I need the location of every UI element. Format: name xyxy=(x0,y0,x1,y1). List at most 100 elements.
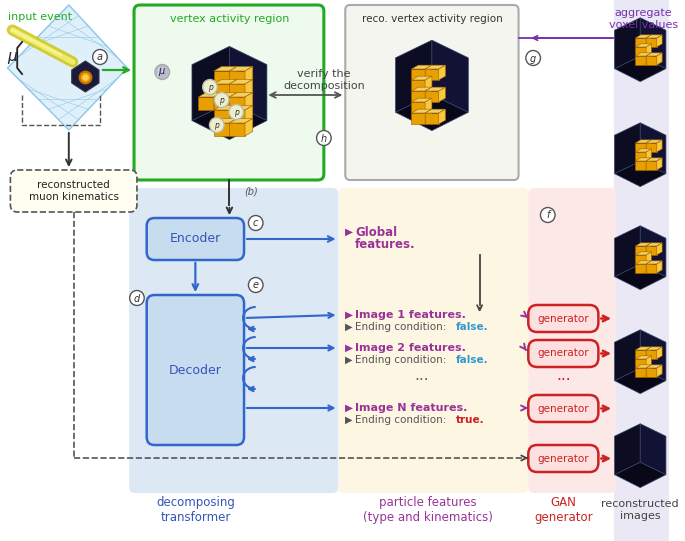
Polygon shape xyxy=(640,18,666,69)
Polygon shape xyxy=(636,243,651,246)
Polygon shape xyxy=(640,330,666,381)
Polygon shape xyxy=(214,118,237,123)
Circle shape xyxy=(203,80,217,95)
Circle shape xyxy=(214,93,229,108)
Polygon shape xyxy=(245,93,253,110)
Polygon shape xyxy=(636,246,646,255)
Polygon shape xyxy=(646,261,662,264)
Polygon shape xyxy=(425,65,445,69)
Polygon shape xyxy=(636,56,646,65)
Polygon shape xyxy=(229,84,245,97)
FancyBboxPatch shape xyxy=(129,188,338,493)
Text: f: f xyxy=(546,210,549,221)
Polygon shape xyxy=(432,40,469,112)
Polygon shape xyxy=(646,53,662,56)
Text: ▶: ▶ xyxy=(345,322,356,332)
Circle shape xyxy=(249,278,263,293)
Text: $\mu$: $\mu$ xyxy=(155,65,165,79)
FancyBboxPatch shape xyxy=(345,5,519,180)
Polygon shape xyxy=(229,80,253,84)
Polygon shape xyxy=(425,65,432,80)
Polygon shape xyxy=(412,98,432,102)
Polygon shape xyxy=(636,350,646,359)
Polygon shape xyxy=(229,105,253,110)
Text: p: p xyxy=(219,96,224,105)
Polygon shape xyxy=(425,109,432,124)
Polygon shape xyxy=(657,35,662,47)
Polygon shape xyxy=(412,69,425,80)
Text: ▶: ▶ xyxy=(345,310,357,320)
Circle shape xyxy=(92,49,108,64)
Polygon shape xyxy=(646,161,657,170)
Text: Image N features.: Image N features. xyxy=(355,403,467,413)
Polygon shape xyxy=(657,243,662,255)
Polygon shape xyxy=(425,91,438,102)
Text: aggregate
voxel values: aggregate voxel values xyxy=(608,8,677,30)
Polygon shape xyxy=(614,226,640,276)
Polygon shape xyxy=(640,123,666,174)
Polygon shape xyxy=(657,53,662,65)
Polygon shape xyxy=(229,80,237,97)
FancyBboxPatch shape xyxy=(134,5,324,180)
Polygon shape xyxy=(425,87,445,91)
Polygon shape xyxy=(425,109,445,113)
Polygon shape xyxy=(229,93,237,110)
Polygon shape xyxy=(245,118,253,136)
Text: Image 2 features.: Image 2 features. xyxy=(355,343,466,353)
Polygon shape xyxy=(646,246,657,255)
FancyBboxPatch shape xyxy=(10,170,137,212)
Polygon shape xyxy=(214,123,229,136)
FancyBboxPatch shape xyxy=(528,340,599,367)
Polygon shape xyxy=(646,44,651,56)
Polygon shape xyxy=(646,368,657,377)
Polygon shape xyxy=(438,65,445,80)
Polygon shape xyxy=(636,255,646,264)
Text: vertex activity region: vertex activity region xyxy=(170,14,289,24)
Polygon shape xyxy=(646,149,651,161)
Text: ▶: ▶ xyxy=(345,355,356,365)
Polygon shape xyxy=(412,87,432,91)
Polygon shape xyxy=(636,152,646,161)
Polygon shape xyxy=(229,105,237,123)
Text: a: a xyxy=(97,52,103,63)
Polygon shape xyxy=(636,252,651,255)
Polygon shape xyxy=(614,123,640,174)
Polygon shape xyxy=(425,87,432,102)
Polygon shape xyxy=(646,38,657,47)
Polygon shape xyxy=(425,113,438,124)
Circle shape xyxy=(210,117,224,133)
Polygon shape xyxy=(614,368,666,394)
Polygon shape xyxy=(636,44,651,47)
Text: particle features
(type and kinematics): particle features (type and kinematics) xyxy=(363,496,493,524)
Text: input event: input event xyxy=(8,12,72,22)
Circle shape xyxy=(526,50,540,65)
Polygon shape xyxy=(245,105,253,123)
Polygon shape xyxy=(229,123,245,136)
Text: reconstructed
muon kinematics: reconstructed muon kinematics xyxy=(29,180,119,202)
Polygon shape xyxy=(646,365,651,377)
FancyBboxPatch shape xyxy=(528,395,599,422)
Polygon shape xyxy=(636,53,651,56)
Polygon shape xyxy=(214,97,229,110)
Polygon shape xyxy=(229,67,237,84)
Text: generator: generator xyxy=(538,453,589,464)
Polygon shape xyxy=(438,87,445,102)
Polygon shape xyxy=(646,158,662,161)
Polygon shape xyxy=(636,158,651,161)
Text: reconstructed
images: reconstructed images xyxy=(601,499,679,521)
Polygon shape xyxy=(214,93,222,110)
Polygon shape xyxy=(646,143,657,152)
Polygon shape xyxy=(438,109,445,124)
Polygon shape xyxy=(614,18,640,69)
Polygon shape xyxy=(657,140,662,152)
Polygon shape xyxy=(198,97,214,110)
Text: ▶: ▶ xyxy=(345,415,356,425)
Text: verify the
decomposition: verify the decomposition xyxy=(283,69,364,91)
Polygon shape xyxy=(192,102,267,140)
FancyBboxPatch shape xyxy=(147,218,244,260)
Polygon shape xyxy=(614,264,666,289)
Polygon shape xyxy=(229,67,253,71)
Polygon shape xyxy=(229,47,267,121)
Polygon shape xyxy=(229,118,237,136)
Polygon shape xyxy=(614,161,666,187)
